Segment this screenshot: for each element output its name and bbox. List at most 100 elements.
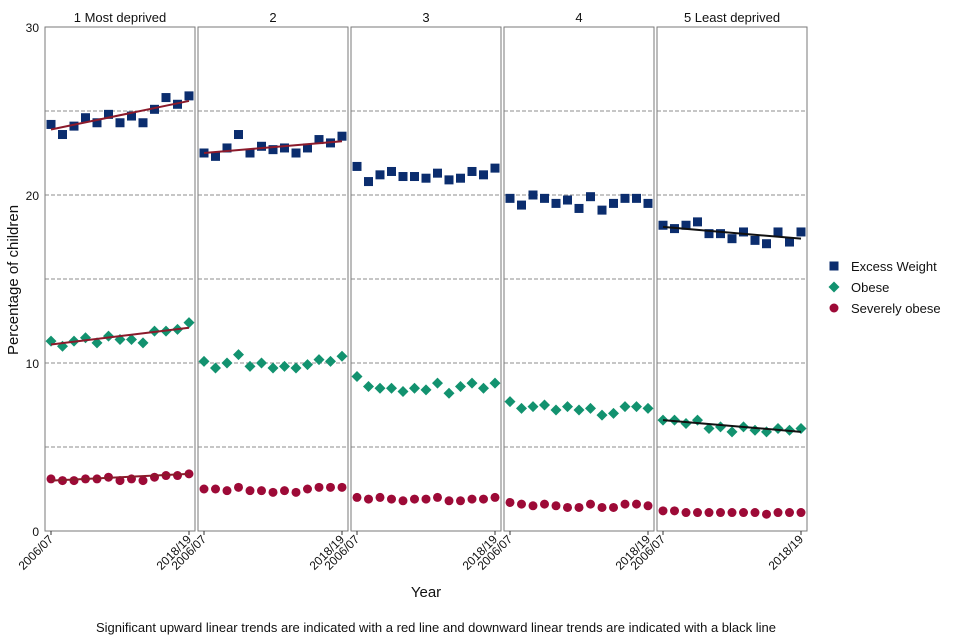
- data-point: [574, 203, 584, 213]
- data-point: [762, 509, 771, 519]
- legend-item: Excess Weight: [829, 259, 937, 274]
- data-point: [597, 205, 607, 215]
- data-point: [375, 492, 385, 502]
- data-point: [772, 423, 784, 435]
- panel-border: [197, 26, 349, 532]
- data-point: [387, 494, 396, 504]
- data-point: [467, 494, 477, 504]
- data-point: [704, 508, 714, 518]
- data-point: [211, 151, 220, 161]
- panel-border: [503, 26, 655, 532]
- data-point: [596, 409, 608, 421]
- data-point: [69, 121, 79, 131]
- data-point: [478, 382, 489, 394]
- data-point: [750, 508, 760, 518]
- data-point: [291, 148, 301, 158]
- data-point: [222, 486, 232, 496]
- data-point: [268, 145, 278, 155]
- data-point: [233, 349, 244, 361]
- data-point: [490, 163, 500, 173]
- facet-title: 2: [269, 10, 276, 25]
- data-point: [490, 492, 500, 502]
- data-point: [433, 492, 442, 502]
- data-point: [267, 362, 279, 374]
- data-point: [364, 177, 373, 187]
- data-point: [280, 143, 289, 153]
- data-point: [268, 487, 278, 497]
- data-point: [222, 143, 232, 153]
- data-point: [467, 166, 477, 176]
- data-point: [46, 474, 56, 484]
- data-point: [773, 508, 783, 518]
- data-point: [574, 502, 584, 512]
- data-point: [313, 354, 325, 366]
- data-point: [516, 402, 527, 414]
- data-point: [620, 193, 630, 203]
- data-point: [563, 502, 572, 512]
- data-point: [351, 370, 363, 382]
- y-tick-label: 30: [26, 21, 40, 35]
- data-point: [455, 381, 466, 393]
- data-point: [374, 382, 386, 394]
- data-point: [632, 193, 641, 203]
- data-point: [550, 404, 562, 416]
- data-point: [551, 198, 561, 208]
- data-point: [750, 235, 760, 245]
- data-point: [150, 472, 159, 482]
- data-point: [302, 359, 313, 371]
- data-point: [456, 496, 465, 506]
- data-point: [398, 172, 408, 182]
- data-point: [398, 496, 408, 506]
- data-point: [352, 492, 362, 502]
- data-point: [681, 220, 691, 230]
- data-point: [517, 200, 526, 210]
- data-point: [609, 502, 618, 512]
- y-tick-label: 10: [26, 357, 40, 371]
- data-point: [643, 501, 653, 511]
- data-point: [670, 506, 679, 516]
- data-point: [466, 377, 478, 389]
- trend-line: [50, 472, 190, 482]
- data-point: [314, 135, 324, 145]
- data-point: [137, 337, 149, 349]
- data-point: [256, 357, 267, 369]
- data-point: [479, 170, 488, 180]
- data-point: [597, 502, 607, 512]
- data-point: [58, 130, 67, 140]
- data-point: [104, 109, 113, 119]
- y-axis-title: Percentage of children: [5, 205, 22, 355]
- data-point: [421, 494, 431, 504]
- data-point: [352, 161, 362, 171]
- data-point: [796, 227, 806, 237]
- data-point: [631, 401, 642, 413]
- data-point: [290, 362, 302, 374]
- data-point: [586, 192, 595, 202]
- data-point: [397, 386, 409, 398]
- data-point: [586, 499, 595, 509]
- data-point: [573, 404, 585, 416]
- data-point: [210, 362, 221, 374]
- data-point: [303, 143, 312, 153]
- trend-line: [203, 140, 343, 154]
- data-point: [715, 421, 726, 433]
- data-point: [337, 482, 347, 492]
- data-point: [245, 148, 255, 158]
- data-point: [727, 234, 737, 244]
- data-point: [619, 401, 631, 413]
- data-point: [693, 508, 702, 518]
- data-point: [563, 195, 572, 205]
- data-point: [279, 360, 290, 372]
- data-point: [211, 484, 220, 494]
- data-point: [505, 497, 515, 507]
- panel-border: [44, 26, 196, 532]
- data-point: [173, 471, 182, 481]
- data-point: [528, 190, 538, 200]
- facet-title: 1 Most deprived: [74, 10, 167, 25]
- data-point: [138, 476, 148, 486]
- data-point: [410, 494, 419, 504]
- data-point: [184, 91, 194, 101]
- data-point: [680, 417, 692, 429]
- data-point: [280, 486, 289, 496]
- legend-swatch: [829, 261, 839, 271]
